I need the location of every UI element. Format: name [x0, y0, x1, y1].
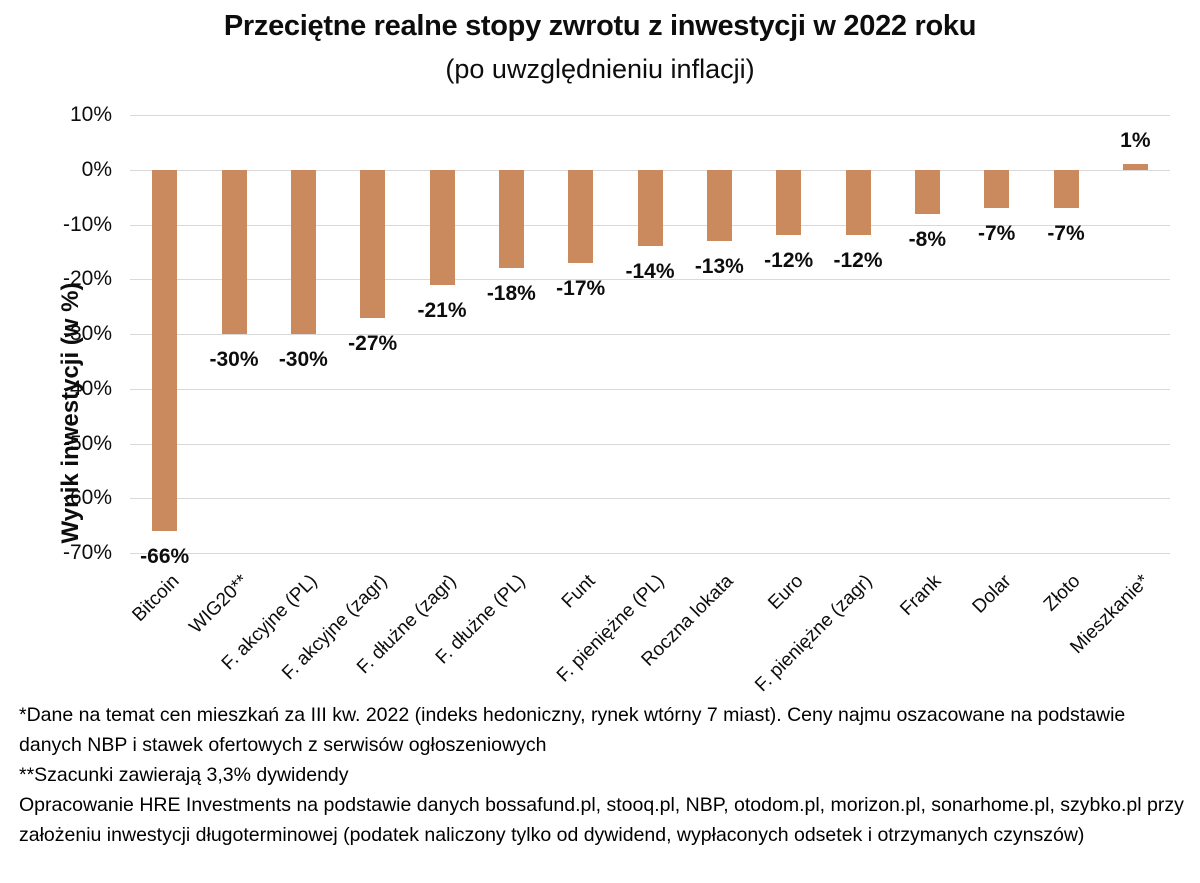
gridline--50%	[130, 443, 1170, 445]
gridline--40%	[130, 388, 1170, 390]
value-label: -7%	[977, 222, 1016, 246]
value-label: -66%	[140, 545, 190, 569]
value-label: -8%	[908, 227, 946, 251]
bar-F. pieniężne (PL)	[637, 169, 663, 247]
value-label: -18%	[486, 282, 536, 306]
y-axis-title: Wynik inwestycji (w %)	[57, 282, 84, 544]
value-label: -30%	[278, 348, 328, 371]
plot-area	[130, 115, 1170, 554]
bar-Bitcoin	[152, 169, 178, 532]
bar-Roczna lokata	[706, 169, 732, 241]
footnote-dividends: **Szacunki zawierają 3,3% dywidendy	[19, 764, 349, 786]
chart-subtitle: (po uwzględnieniu inflacji)	[445, 54, 755, 84]
bar-Euro	[776, 169, 802, 236]
bar-F. dłużne (PL)	[498, 169, 524, 269]
bar-F. pieniężne (zagr)	[845, 169, 871, 236]
gridline--60%	[130, 498, 1170, 500]
bar-Dolar	[984, 169, 1010, 209]
y-tick-label: -50%	[62, 431, 112, 455]
value-label: -30%	[209, 348, 259, 371]
chart-title: Przeciętne realne stopy zwrotu z inwesty…	[223, 10, 977, 42]
value-label: -17%	[556, 276, 606, 300]
value-label: -14%	[625, 260, 675, 284]
gridline--70%	[130, 553, 1170, 554]
footnotes: *Dane na temat cen mieszkań za III kw. 2…	[19, 700, 1185, 850]
bar-Frank	[914, 169, 940, 214]
value-label: -7%	[1047, 222, 1085, 246]
bar-F. akcyjne (zagr)	[360, 169, 386, 318]
value-label: 1%	[1120, 129, 1151, 153]
y-tick-label: -20%	[62, 267, 112, 291]
bar-Funt	[568, 169, 594, 263]
y-tick-label: 10%	[69, 103, 112, 126]
bar-F. akcyjne (PL)	[290, 169, 316, 334]
bar-Mieszkanie*	[1122, 164, 1148, 170]
bar-WIG20**	[221, 169, 247, 334]
gridline--30%	[130, 334, 1170, 335]
y-tick-label: -70%	[62, 541, 112, 564]
y-tick-label: 0%	[81, 157, 112, 181]
value-label: -21%	[417, 298, 467, 322]
value-label: -12%	[833, 249, 883, 273]
footnote-source: Opracowanie HRE Investments na podstawie…	[19, 794, 1184, 846]
y-tick-label: -60%	[62, 486, 112, 510]
value-label: -13%	[694, 254, 744, 278]
y-tick-label: -40%	[62, 376, 112, 400]
footnote-housing: *Dane na temat cen mieszkań za III kw. 2…	[19, 704, 1126, 756]
value-label: -12%	[764, 249, 814, 273]
bar-Złoto	[1053, 169, 1079, 209]
bar-F. dłużne (zagr)	[429, 169, 455, 285]
y-tick-label: -30%	[62, 322, 112, 345]
gridline--20%	[130, 279, 1170, 281]
gridline-10%	[130, 115, 1170, 116]
value-label: -27%	[348, 331, 398, 355]
y-tick-label: -10%	[62, 212, 112, 236]
